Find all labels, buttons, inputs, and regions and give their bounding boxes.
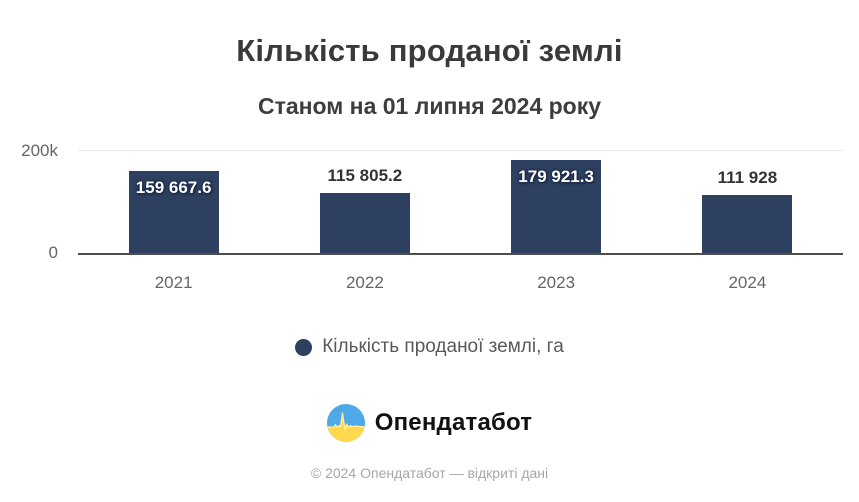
bar-chart-plot: 159 667.6 115 805.2 179 921.3 111 928: [78, 150, 843, 255]
opendatabot-logo-text: Опендатабот: [374, 409, 533, 436]
gridline-200k: [78, 150, 843, 151]
bar-slot-2022: 115 805.2: [269, 150, 460, 253]
chart-subtitle: Станом на 01 липня 2024 року: [257, 93, 602, 119]
opendatabot-logo[interactable]: Опендатабот: [0, 404, 859, 442]
legend-label: Кількість проданої землі, га: [322, 336, 564, 357]
legend-marker-icon: [295, 338, 313, 356]
x-axis-label-2023: 2023: [537, 273, 576, 292]
opendatabot-logo-icon: [326, 404, 365, 442]
bar-2022[interactable]: [319, 193, 410, 253]
bar-2021[interactable]: [128, 170, 219, 253]
bar-slot-2021: 159 667.6: [78, 150, 269, 253]
bar-value-label-2021: 159 667.6: [135, 177, 212, 197]
x-axis-label-2024: 2024: [728, 273, 767, 292]
bar-slot-2023: 179 921.3: [461, 150, 652, 253]
bar-value-label-2023: 179 921.3: [518, 167, 594, 187]
x-axis-line: [78, 253, 843, 255]
bar-slot-2024: 111 928: [652, 150, 843, 253]
y-axis-label-0: 0: [48, 243, 58, 262]
legend-item[interactable]: Кількість проданої землі, га: [0, 336, 859, 358]
bars: 159 667.6 115 805.2 179 921.3 111 928: [78, 150, 843, 253]
bar-value-label-2024: 111 928: [717, 168, 778, 188]
y-axis-label-200k: 200k: [21, 141, 58, 160]
chart-title: Кількість проданої землі: [236, 33, 623, 68]
bar-2024[interactable]: [702, 195, 793, 253]
x-axis-labels: 2021 2022 2023 2024: [78, 273, 843, 293]
x-axis-label-2021: 2021: [154, 273, 193, 292]
x-axis-label-2022: 2022: [345, 273, 384, 292]
copyright-text: © 2024 Опендатабот — відкриті дані: [310, 465, 549, 481]
bar-2023[interactable]: [511, 160, 602, 253]
bar-value-label-2022: 115 805.2: [327, 166, 403, 186]
